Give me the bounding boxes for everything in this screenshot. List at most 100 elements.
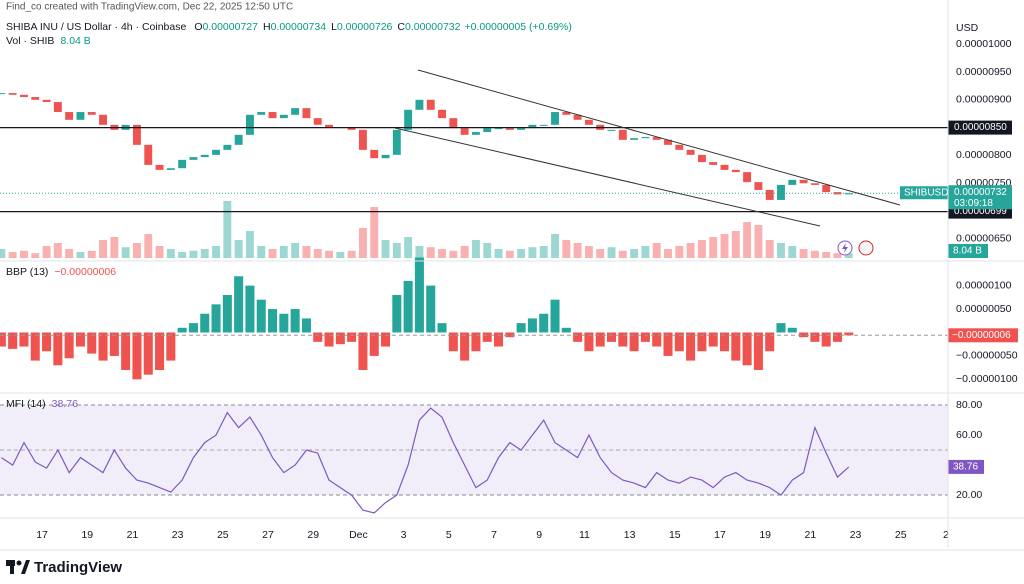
- candle: [189, 157, 198, 160]
- volume-bar: [8, 252, 17, 258]
- bbp-bar: [211, 304, 221, 333]
- volume-bar: [245, 231, 254, 258]
- layers: 17 19 21 23 25 27 29 Dec 3 5 7 9 11 13 15 17 19 21 23 25 20.…: [0, 38, 1018, 541]
- candle: [449, 118, 458, 129]
- symbol: SHIBA INU / US Dollar · 4h · Coinbase: [6, 21, 186, 33]
- bbp-value: −0.00000006: [54, 266, 116, 278]
- candle: [754, 182, 763, 190]
- volume-bar: [528, 247, 537, 258]
- candle: [234, 134, 243, 145]
- volume-bar: [358, 228, 367, 258]
- candle: [358, 129, 367, 150]
- change: +0.00000005 (+0.69%): [464, 21, 571, 33]
- candle: [65, 112, 74, 120]
- bbp-bar: [177, 327, 187, 333]
- candle: [426, 99, 435, 110]
- volume-bar: [223, 201, 232, 258]
- bbp-bar: [640, 332, 650, 342]
- candle: [87, 112, 96, 115]
- volume-bar: [313, 249, 322, 258]
- volume-legend: Vol · SHIB 8.04 B: [6, 35, 91, 47]
- volume-bar: [166, 249, 175, 258]
- volume-bar: [731, 231, 740, 258]
- candle: [618, 129, 627, 140]
- volume-bar: [471, 240, 480, 258]
- ohlc-key: H: [263, 21, 271, 33]
- x-tick-label: 25: [217, 529, 229, 541]
- volume-bar: [754, 225, 763, 258]
- level-label: 0.00000699: [954, 206, 1007, 217]
- volume-bar: [438, 249, 446, 258]
- credit: Find_co created with TradingView.com, De…: [6, 2, 293, 13]
- volume-bar: [19, 250, 28, 258]
- volume-bar: [652, 243, 661, 258]
- volume-value: 8.04 B: [60, 35, 90, 47]
- bbp-bar: [629, 332, 639, 352]
- volume-bar: [426, 247, 435, 258]
- volume-bar: [788, 246, 797, 258]
- symbol-legend: SHIBA INU / US Dollar · 4h · Coinbase O0.…: [6, 21, 572, 33]
- candle: [325, 124, 333, 128]
- bbp-bar: [606, 332, 617, 342]
- bbp-bar: [753, 332, 763, 370]
- candle: [709, 162, 718, 165]
- bbp-bar: [832, 332, 843, 342]
- candle: [505, 128, 514, 130]
- volume-bar: [777, 243, 785, 258]
- logo-part: [21, 560, 30, 574]
- bbp-bar: [674, 332, 684, 352]
- bbp-bar: [460, 332, 470, 361]
- symbol-tag-text: SHIBUSD: [904, 187, 948, 198]
- candle: [268, 112, 277, 119]
- y-tick-label: 0.00000650: [956, 233, 1012, 245]
- bbp-bar: [324, 332, 334, 347]
- bbp-bar: [132, 332, 142, 380]
- x-tick-label: 21: [805, 529, 817, 541]
- candle: [291, 108, 300, 115]
- ohlc-value: 0.00000726: [337, 21, 393, 33]
- bbp-bar: [414, 257, 424, 333]
- candle: [720, 164, 729, 170]
- bbp-bar: [573, 332, 583, 342]
- volume-bar: [392, 243, 401, 258]
- y-tick-label: 0.00000900: [956, 94, 1012, 106]
- bbp-bar: [200, 313, 210, 333]
- volume-bar: [573, 243, 582, 258]
- volume-tag: [948, 244, 988, 258]
- bbp-bar: [30, 332, 40, 361]
- bbp-bar: [0, 332, 6, 347]
- x-tick-label: 15: [669, 529, 681, 541]
- bbp-bar: [121, 332, 131, 370]
- candle: [53, 102, 62, 113]
- ohlc-value: 0.00000732: [405, 21, 461, 33]
- candle: [664, 139, 672, 145]
- volume-bar: [279, 246, 288, 258]
- volume-bar: [76, 252, 85, 258]
- bbp-bar: [358, 332, 368, 370]
- flag-icon[interactable]: [858, 240, 874, 256]
- ohlc-value: 0.00000734: [271, 21, 327, 33]
- bbp-bar: [482, 332, 492, 342]
- x-tick-label: 29: [307, 529, 319, 541]
- bbp-bar: [234, 276, 244, 333]
- volume-bar: [641, 246, 650, 258]
- bbp-bar: [844, 332, 854, 336]
- bbp-bar: [155, 332, 165, 370]
- volume-bar: [799, 249, 808, 258]
- last-price-tag: [948, 185, 1012, 210]
- x-tick-label: 23: [850, 529, 862, 541]
- bbp-bar: [301, 318, 311, 333]
- bbp-bar: [437, 323, 447, 333]
- candle: [144, 144, 153, 165]
- y-tick-label: 80.00: [956, 399, 982, 411]
- volume-bar: [449, 250, 458, 258]
- bbp-bar: [143, 332, 153, 375]
- volume-bar: [539, 246, 548, 258]
- candle: [697, 154, 706, 163]
- bbp-bar: [561, 327, 571, 333]
- x-tick-label: 19: [81, 529, 93, 541]
- bbp-bar: [652, 332, 662, 347]
- volume-bar: [584, 246, 593, 258]
